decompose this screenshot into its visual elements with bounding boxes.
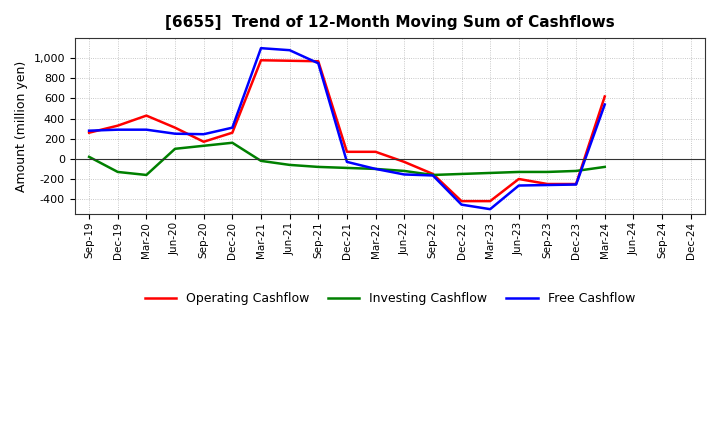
Free Cashflow (572, 182, 580, 187)
Operating Cashflow (171, 125, 179, 130)
Investing Cashflow (171, 146, 179, 151)
Free Cashflow (486, 206, 495, 212)
Investing Cashflow (372, 166, 380, 172)
Investing Cashflow (572, 168, 580, 173)
Free Cashflow (515, 183, 523, 188)
Operating Cashflow (314, 59, 323, 64)
Free Cashflow (85, 128, 94, 133)
Free Cashflow (600, 102, 609, 107)
Operating Cashflow (285, 58, 294, 63)
Operating Cashflow (256, 58, 265, 63)
Operating Cashflow (457, 198, 466, 204)
Operating Cashflow (372, 149, 380, 154)
Investing Cashflow (428, 172, 437, 178)
Investing Cashflow (142, 172, 150, 178)
Line: Operating Cashflow: Operating Cashflow (89, 60, 605, 201)
Operating Cashflow (428, 171, 437, 176)
Free Cashflow (199, 132, 208, 137)
Title: [6655]  Trend of 12-Month Moving Sum of Cashflows: [6655] Trend of 12-Month Moving Sum of C… (165, 15, 615, 30)
Y-axis label: Amount (million yen): Amount (million yen) (15, 61, 28, 192)
Free Cashflow (543, 183, 552, 188)
Free Cashflow (428, 173, 437, 178)
Free Cashflow (285, 48, 294, 53)
Free Cashflow (114, 127, 122, 132)
Investing Cashflow (457, 171, 466, 176)
Line: Free Cashflow: Free Cashflow (89, 48, 605, 209)
Investing Cashflow (400, 168, 408, 173)
Operating Cashflow (515, 176, 523, 182)
Operating Cashflow (142, 113, 150, 118)
Free Cashflow (171, 131, 179, 136)
Investing Cashflow (515, 169, 523, 175)
Investing Cashflow (114, 169, 122, 175)
Investing Cashflow (85, 154, 94, 159)
Operating Cashflow (543, 181, 552, 187)
Legend: Operating Cashflow, Investing Cashflow, Free Cashflow: Operating Cashflow, Investing Cashflow, … (140, 287, 640, 310)
Free Cashflow (142, 127, 150, 132)
Operating Cashflow (114, 123, 122, 128)
Line: Investing Cashflow: Investing Cashflow (89, 143, 605, 175)
Free Cashflow (400, 172, 408, 177)
Operating Cashflow (343, 149, 351, 154)
Investing Cashflow (256, 158, 265, 164)
Investing Cashflow (343, 165, 351, 171)
Investing Cashflow (199, 143, 208, 148)
Investing Cashflow (543, 169, 552, 175)
Free Cashflow (228, 125, 237, 130)
Investing Cashflow (228, 140, 237, 145)
Investing Cashflow (314, 164, 323, 169)
Operating Cashflow (600, 94, 609, 99)
Free Cashflow (314, 61, 323, 66)
Investing Cashflow (285, 162, 294, 168)
Operating Cashflow (228, 130, 237, 136)
Operating Cashflow (199, 139, 208, 144)
Operating Cashflow (85, 130, 94, 136)
Investing Cashflow (486, 170, 495, 176)
Free Cashflow (457, 202, 466, 207)
Operating Cashflow (572, 181, 580, 187)
Investing Cashflow (600, 164, 609, 169)
Operating Cashflow (486, 198, 495, 204)
Free Cashflow (372, 166, 380, 172)
Operating Cashflow (400, 159, 408, 165)
Free Cashflow (256, 45, 265, 51)
Free Cashflow (343, 159, 351, 165)
